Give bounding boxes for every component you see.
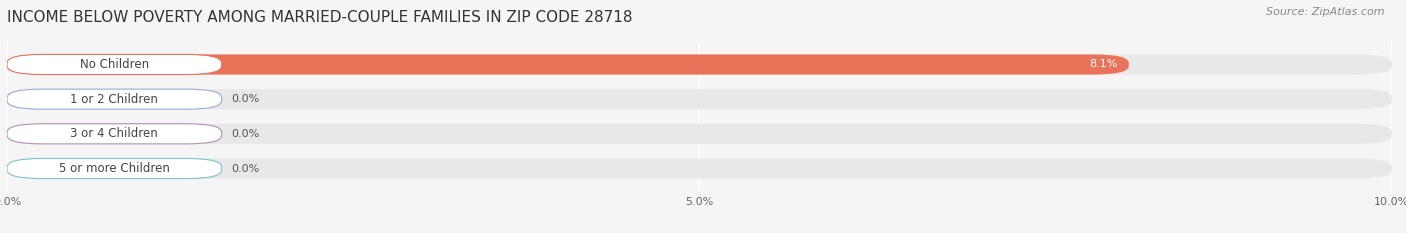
- FancyBboxPatch shape: [7, 55, 1129, 75]
- Text: 0.0%: 0.0%: [232, 94, 260, 104]
- FancyBboxPatch shape: [7, 55, 1392, 75]
- Text: 0.0%: 0.0%: [232, 164, 260, 174]
- FancyBboxPatch shape: [7, 158, 215, 178]
- Text: No Children: No Children: [80, 58, 149, 71]
- Text: 3 or 4 Children: 3 or 4 Children: [70, 127, 159, 140]
- FancyBboxPatch shape: [7, 124, 222, 144]
- Text: INCOME BELOW POVERTY AMONG MARRIED-COUPLE FAMILIES IN ZIP CODE 28718: INCOME BELOW POVERTY AMONG MARRIED-COUPL…: [7, 10, 633, 25]
- Text: 0.0%: 0.0%: [232, 129, 260, 139]
- FancyBboxPatch shape: [7, 158, 222, 178]
- FancyBboxPatch shape: [7, 124, 1392, 144]
- Text: 1 or 2 Children: 1 or 2 Children: [70, 93, 159, 106]
- FancyBboxPatch shape: [7, 89, 222, 109]
- FancyBboxPatch shape: [7, 158, 1392, 178]
- Text: 5 or more Children: 5 or more Children: [59, 162, 170, 175]
- FancyBboxPatch shape: [7, 89, 1392, 109]
- Text: Source: ZipAtlas.com: Source: ZipAtlas.com: [1267, 7, 1385, 17]
- FancyBboxPatch shape: [7, 124, 215, 144]
- FancyBboxPatch shape: [7, 55, 222, 75]
- FancyBboxPatch shape: [7, 89, 215, 109]
- Text: 8.1%: 8.1%: [1090, 59, 1118, 69]
